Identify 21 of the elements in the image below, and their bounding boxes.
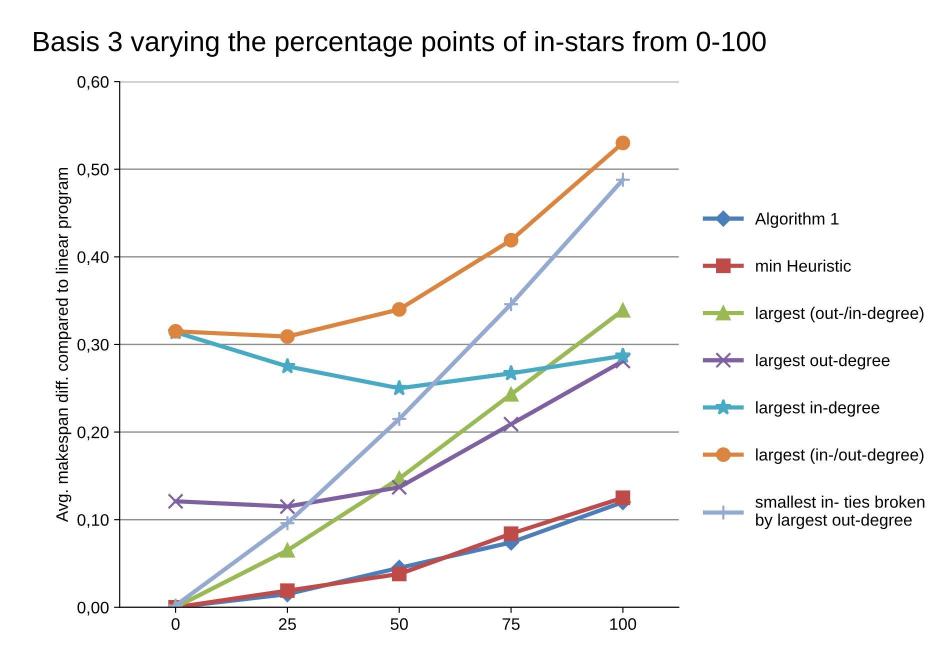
- x-tick-label: 75: [502, 618, 520, 630]
- y-tick-label: 0,50: [77, 164, 109, 178]
- x-tick-label: 100: [610, 618, 636, 630]
- y-tick-label: 0,00: [77, 602, 109, 616]
- y-axis-title: Avg. makespan diff. compared to linear program: [56, 168, 72, 522]
- y-tick-label: 0,20: [77, 426, 109, 440]
- y-tick-label: 0,40: [77, 251, 109, 266]
- x-tick-label: 0: [172, 618, 180, 630]
- legend-label: largest (out-/in-degree): [756, 306, 924, 322]
- legend-label: largest out-degree: [756, 354, 890, 370]
- legend-label: min Heuristic: [756, 260, 851, 272]
- x-tick-label: 50: [390, 618, 408, 630]
- legend-label: largest in-degree: [756, 401, 880, 417]
- y-tick-label: 0,60: [77, 76, 109, 90]
- y-tick-label: 0,30: [77, 338, 109, 353]
- x-tick-label: 25: [278, 618, 296, 630]
- legend-label: smallest in- ties broken by largest out-degree: [755, 496, 924, 530]
- legend-label: largest (in-/out-degree): [756, 448, 924, 464]
- chart-title: Basis 3 varying the percentage points of in-stars from 0-100: [34, 30, 766, 57]
- y-tick-label: 0,10: [77, 514, 109, 528]
- legend-label: Algorithm 1: [755, 212, 838, 228]
